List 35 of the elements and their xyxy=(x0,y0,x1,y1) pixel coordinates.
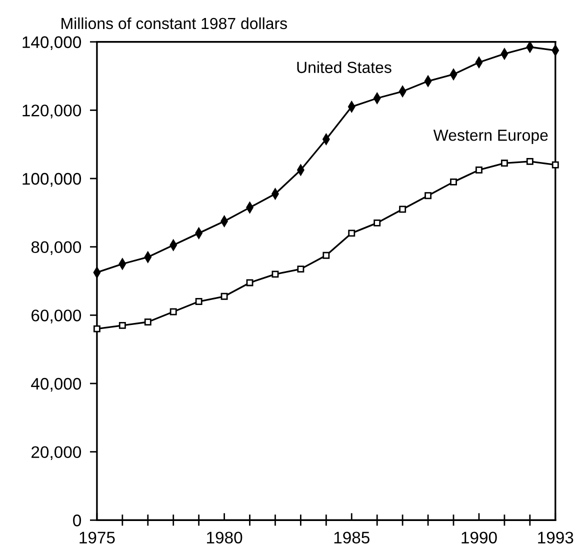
point xyxy=(195,298,202,305)
point xyxy=(374,219,381,226)
point xyxy=(272,270,279,278)
x-tick-label: 1980 xyxy=(207,532,242,544)
point xyxy=(93,325,100,332)
x-tick-label: 1993 xyxy=(538,532,574,544)
point xyxy=(144,318,152,326)
y-tick-label: 120,000 xyxy=(22,104,82,118)
point xyxy=(118,322,126,329)
point xyxy=(348,230,356,237)
point xyxy=(526,158,534,165)
point xyxy=(399,206,406,213)
x-tick-label: 1990 xyxy=(462,532,497,544)
y-tick-label: 140,000 xyxy=(22,36,82,50)
y-tick-label: 40,000 xyxy=(31,378,82,392)
x-tick-label: 1975 xyxy=(80,532,115,544)
y-tick-label: 100,000 xyxy=(22,172,82,187)
point xyxy=(246,279,254,286)
point xyxy=(450,178,457,186)
y-axis-title: Millions of constant 1987 dollars xyxy=(62,17,287,30)
point xyxy=(322,252,330,259)
series-label: Western Europe xyxy=(433,130,548,144)
y-tick-label: 80,000 xyxy=(31,241,82,256)
point xyxy=(220,292,228,300)
point xyxy=(170,308,177,316)
y-tick-label: 0 xyxy=(73,514,82,526)
point xyxy=(297,266,304,273)
y-tick-label: 20,000 xyxy=(32,446,82,460)
series-label: United States xyxy=(297,61,392,74)
point xyxy=(424,192,432,200)
y-tick-label: 60,000 xyxy=(32,310,82,324)
point xyxy=(500,160,508,167)
x-tick-label: 1985 xyxy=(334,532,370,544)
point xyxy=(552,161,559,168)
point xyxy=(476,166,482,174)
